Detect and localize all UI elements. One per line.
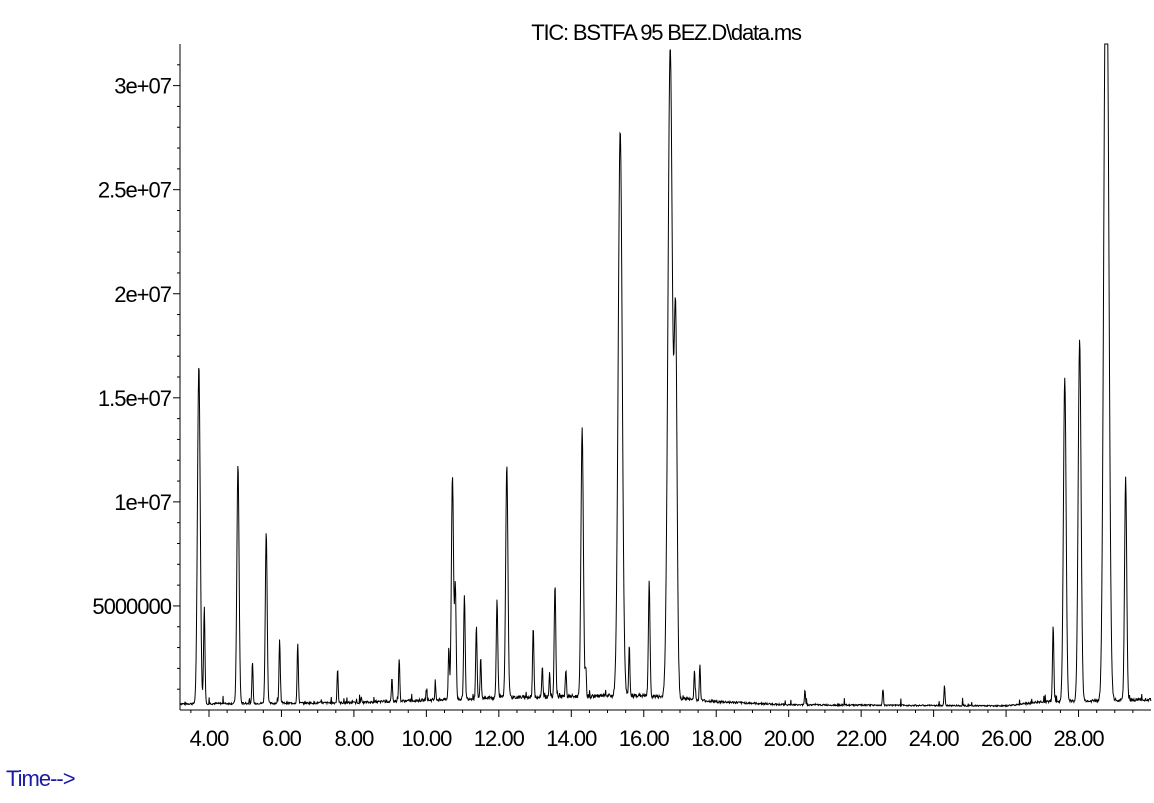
- y-tick-label: 2e+07: [114, 282, 172, 307]
- x-tick-label: 4.00: [190, 726, 230, 751]
- tic-series-line: [179, 43, 1152, 708]
- x-tick-label: 8.00: [334, 726, 374, 751]
- x-tick-label: 14.00: [546, 726, 597, 751]
- x-axis-ticks: 4.00 6.00 8.00 10.00 12.00 14.00 16.00 18.00 20.…: [190, 710, 1134, 751]
- y-axis-ticks: 5000000 1e+07 1.5e+07 2e+07 2.5e+07 3e+07: [92, 64, 180, 690]
- y-tick-label: 2.5e+07: [98, 178, 172, 203]
- x-tick-label: 22.00: [836, 726, 887, 751]
- x-tick-label: 18.00: [691, 726, 742, 751]
- x-tick-label: 24.00: [909, 726, 960, 751]
- x-tick-label: 28.00: [1054, 726, 1105, 751]
- x-tick-label: 20.00: [764, 726, 815, 751]
- y-tick-label: 1e+07: [114, 490, 172, 515]
- y-tick-label: 1.5e+07: [98, 386, 172, 411]
- x-tick-label: 10.00: [401, 726, 452, 751]
- x-axis-label: Time-->: [6, 766, 75, 791]
- x-tick-label: 26.00: [981, 726, 1032, 751]
- x-tick-label: 12.00: [474, 726, 525, 751]
- x-tick-label: 16.00: [619, 726, 670, 751]
- y-tick-label: 5000000: [92, 594, 171, 619]
- chart-title: TIC: BSTFA 95 BEZ.D\data.ms: [531, 20, 802, 45]
- x-tick-label: 6.00: [262, 726, 302, 751]
- y-tick-label: 3e+07: [114, 74, 172, 99]
